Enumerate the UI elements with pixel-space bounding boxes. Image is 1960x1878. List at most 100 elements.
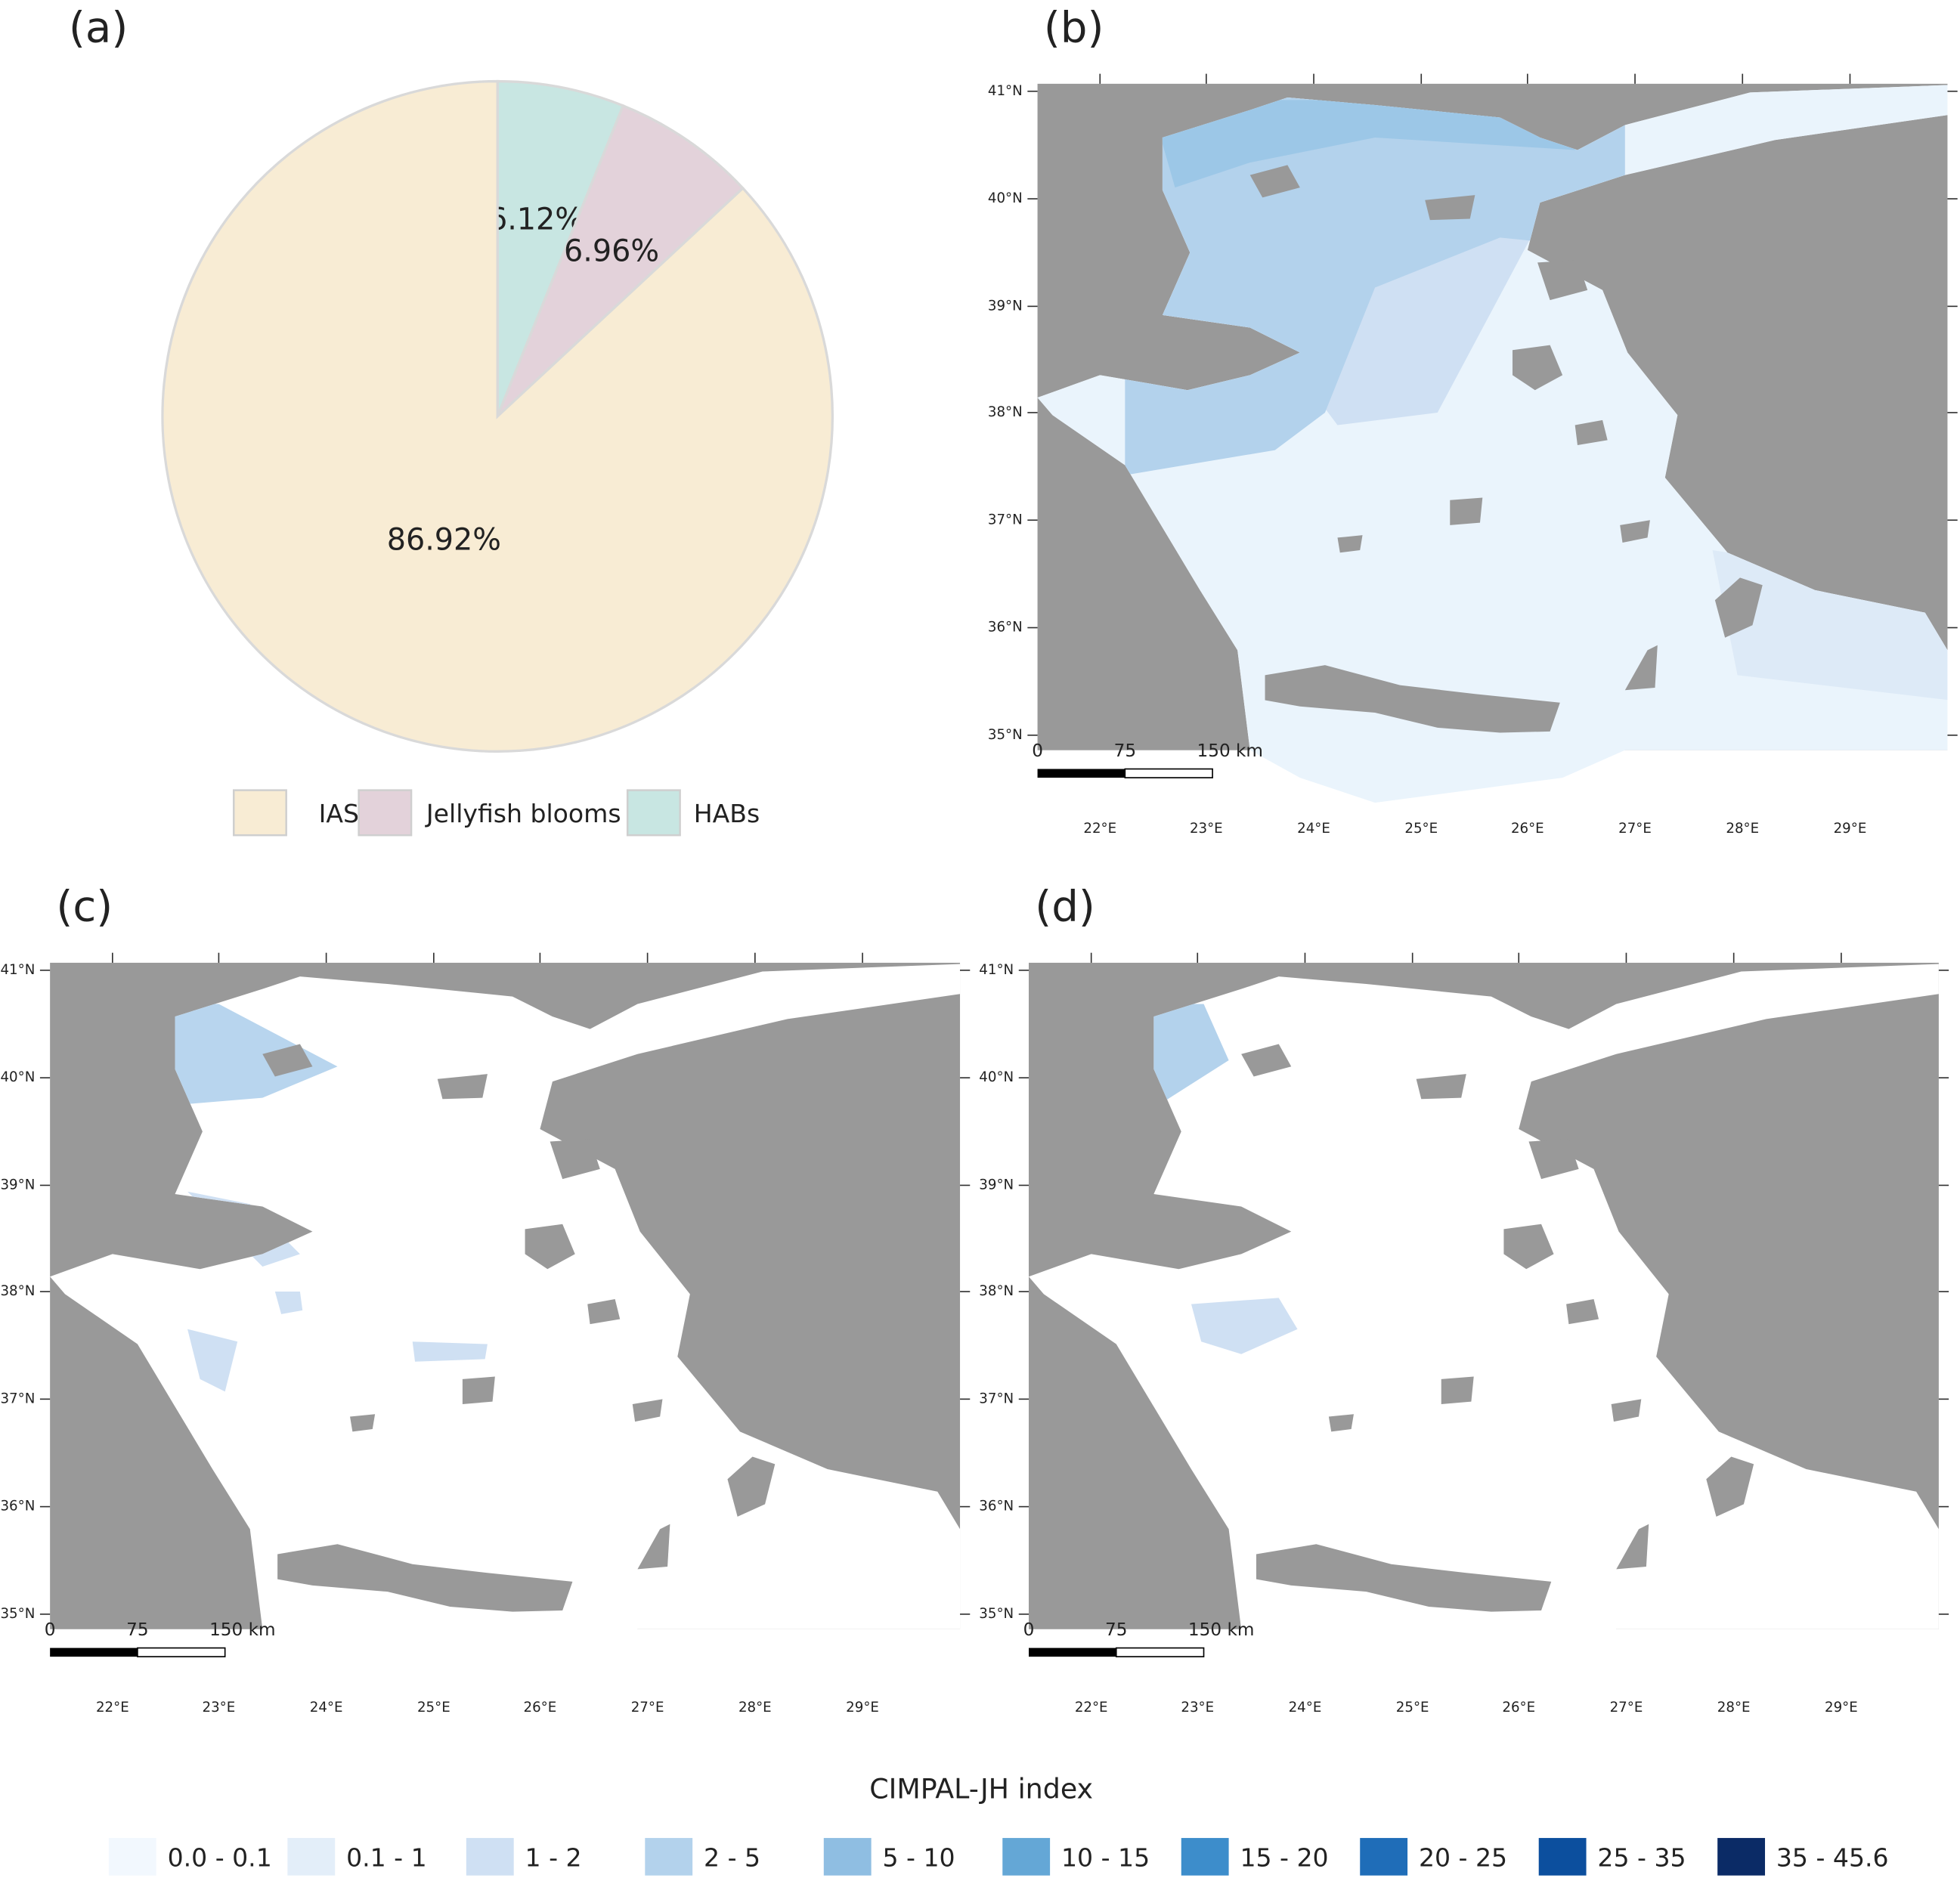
scale-label: 150 km [1188, 1620, 1254, 1640]
scale-bar [137, 1647, 226, 1657]
legend-swatch [626, 789, 681, 837]
lon-label: 23°E [1190, 821, 1223, 837]
scale-label: 150 km [1197, 741, 1263, 761]
lon-label: 26°E [524, 1700, 557, 1716]
panel-label: (b) [1044, 3, 1104, 52]
lon-label: 25°E [417, 1700, 451, 1716]
lon-label: 28°E [1726, 821, 1759, 837]
lat-label: 37°N [979, 1391, 1014, 1406]
map: (c) 41°N 40°N 39°N 38°N 37°N 36°N 35°N 22°E 23°E 2… [0, 882, 971, 1716]
lon-label: 24°E [310, 1700, 343, 1716]
lat-label: 37°N [0, 1391, 35, 1406]
scale-label: 75 [1105, 1620, 1127, 1640]
scale-label: 0 [45, 1620, 56, 1640]
lon-label: 28°E [1717, 1700, 1751, 1716]
scale-label: 75 [126, 1620, 148, 1640]
lat-label: 40°N [0, 1069, 35, 1085]
scale-label: 0 [1032, 741, 1043, 761]
lat-label: 38°N [0, 1283, 35, 1299]
scale-bar [50, 1648, 138, 1657]
lon-label: 23°E [1181, 1700, 1214, 1716]
index-area [412, 1341, 488, 1362]
lon-label: 26°E [1502, 1700, 1535, 1716]
lat-label: 36°N [0, 1499, 35, 1514]
lon-label: 24°E [1297, 821, 1330, 837]
lon-label: 27°E [1618, 821, 1652, 837]
lon-label: 25°E [1396, 1700, 1429, 1716]
lat-label: 36°N [979, 1499, 1014, 1514]
scale-bar [1124, 768, 1213, 778]
legend-label: 20 - 25 [1419, 1843, 1507, 1873]
legend-swatch [1538, 1838, 1587, 1876]
legend-swatch [358, 789, 413, 837]
scale-label: 150 km [209, 1620, 275, 1640]
panel-label: (d) [1035, 882, 1095, 931]
lon-label: 26°E [1511, 821, 1544, 837]
pie-slice [496, 79, 625, 417]
lon-label: 27°E [631, 1700, 664, 1716]
legend-label: 15 - 20 [1240, 1843, 1328, 1873]
legend-swatch [108, 1838, 156, 1876]
legend-swatch [466, 1838, 514, 1876]
scale-bar [1115, 1647, 1205, 1657]
lon-label: 28°E [738, 1700, 772, 1716]
sea-index [1138, 1004, 1298, 1354]
panel-label: (c) [56, 882, 113, 931]
legend-swatch [287, 1838, 336, 1876]
legend-label: 2 - 5 [704, 1843, 760, 1873]
legend-title: CIMPAL-JH index [869, 1773, 1093, 1805]
lat-label: 36°N [988, 620, 1023, 636]
scale-bar [1037, 769, 1126, 778]
index-area [1191, 1298, 1298, 1354]
scale-bar [1028, 1648, 1116, 1657]
lon-label: 22°E [1075, 1700, 1108, 1716]
lat-label: 40°N [988, 190, 1023, 206]
index-area [187, 1329, 238, 1392]
pie-slice [161, 79, 834, 753]
legend-label: 10 - 15 [1061, 1843, 1150, 1873]
lat-label: 38°N [988, 404, 1023, 420]
lat-label: 39°N [988, 298, 1023, 314]
lat-label: 41°N [0, 962, 35, 978]
lat-label: 41°N [979, 962, 1014, 978]
lon-label: 24°E [1289, 1700, 1322, 1716]
legend-swatch [1002, 1838, 1051, 1876]
lat-label: 40°N [979, 1069, 1014, 1085]
lon-label: 23°E [203, 1700, 236, 1716]
pie-slice [496, 104, 745, 418]
lat-label: 39°N [0, 1177, 35, 1193]
legend-swatch [823, 1838, 872, 1876]
index-area [274, 1292, 303, 1314]
lat-label: 35°N [979, 1606, 1014, 1622]
scale-label: 75 [1114, 741, 1136, 761]
legend-swatch [233, 789, 287, 837]
map: (d) 41°N 40°N 39°N 38°N 37°N 36°N 35°N 22°E 23°E 2… [979, 882, 1949, 1716]
lat-label: 38°N [979, 1283, 1014, 1299]
legend-label: 0.0 - 0.1 [168, 1843, 272, 1873]
legend-label: 35 - 45.6 [1776, 1843, 1889, 1873]
legend-swatch [1360, 1838, 1408, 1876]
index-area [162, 1004, 338, 1104]
index-area [1138, 1004, 1229, 1104]
lat-label: 37°N [988, 512, 1023, 528]
legend-label: 25 - 35 [1597, 1843, 1686, 1873]
slice-label: 6.96% [564, 234, 659, 269]
map: (b) 41°N 40°N 39°N 38°N 37°N 36°N 35°N 22°E 23°E 2… [988, 3, 1958, 837]
lat-label: 41°N [988, 83, 1023, 99]
lon-label: 29°E [1825, 1700, 1858, 1716]
lon-label: 25°E [1404, 821, 1438, 837]
lon-label: 27°E [1610, 1700, 1643, 1716]
legend-label: Jellyfish blooms [425, 799, 621, 828]
lat-label: 35°N [988, 727, 1023, 743]
lon-label: 29°E [846, 1700, 879, 1716]
legend-swatch [645, 1838, 693, 1876]
scale-label: 0 [1023, 1620, 1035, 1640]
slice-label: 86.92% [387, 522, 501, 557]
lon-label: 29°E [1834, 821, 1867, 837]
lat-label: 35°N [0, 1606, 35, 1622]
legend-label: 0.1 - 1 [346, 1843, 427, 1873]
index-area [1150, 100, 1575, 188]
legend-swatch [1181, 1838, 1229, 1876]
